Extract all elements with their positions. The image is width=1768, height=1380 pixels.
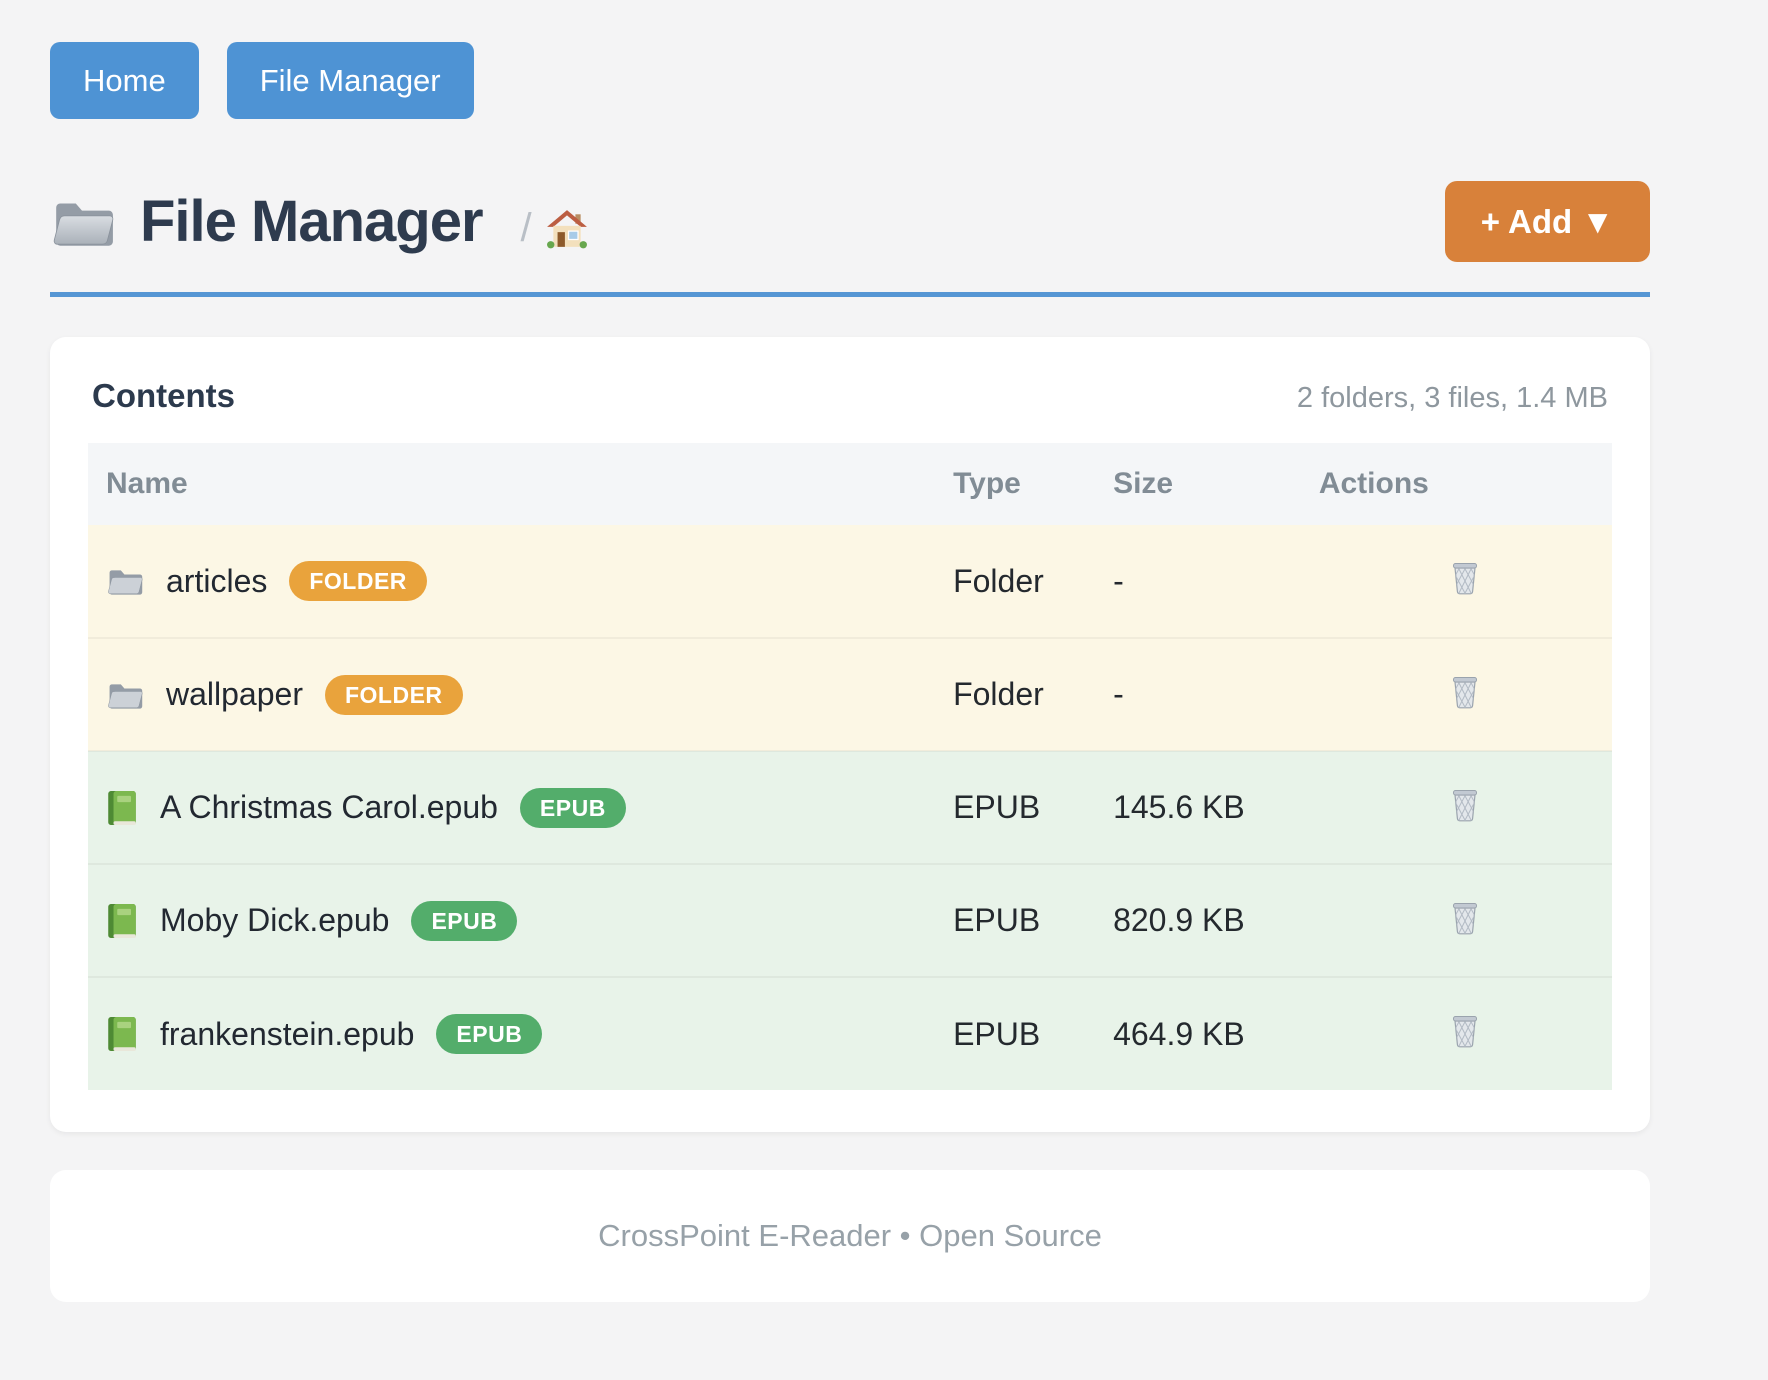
file-type: Folder (949, 637, 1110, 751)
trash-button[interactable] (1450, 899, 1480, 935)
file-name[interactable]: wallpaper (166, 676, 303, 712)
table-row[interactable]: A Christmas Carol.epub EPUB EPUB 145.6 K… (88, 750, 1612, 864)
file-size: 820.9 KB (1109, 863, 1315, 977)
home-icon[interactable] (546, 209, 588, 249)
footer: CrossPoint E-Reader • Open Source (50, 1170, 1650, 1302)
header-divider (50, 292, 1650, 297)
footer-text: CrossPoint E-Reader • Open Source (598, 1218, 1102, 1253)
column-actions: Actions (1314, 443, 1612, 525)
file-badge: FOLDER (289, 561, 427, 601)
file-name[interactable]: A Christmas Carol.epub (160, 789, 498, 825)
nav-home-button[interactable]: Home (50, 42, 199, 119)
page-title: File Manager (140, 189, 484, 254)
file-badge: EPUB (436, 1014, 543, 1054)
top-nav: Home File Manager (50, 42, 1650, 119)
table-row[interactable]: wallpaper FOLDER Folder - (88, 637, 1612, 751)
file-name[interactable]: articles (166, 562, 268, 599)
trash-button[interactable] (1450, 786, 1480, 822)
file-badge: FOLDER (324, 674, 463, 715)
file-badge: EPUB (519, 787, 626, 828)
table-header-row: Name Type Size Actions (88, 443, 1612, 525)
file-size: 464.9 KB (1109, 976, 1315, 1090)
book-icon (106, 1016, 138, 1052)
nav-file-manager-button[interactable]: File Manager (226, 42, 474, 119)
file-name[interactable]: frankenstein.epub (160, 1015, 415, 1052)
file-size: - (1109, 637, 1315, 751)
page: Home File Manager File Manage (50, 42, 1650, 1302)
file-type: EPUB (949, 976, 1110, 1090)
breadcrumb: / (521, 206, 588, 251)
file-name[interactable]: Moby Dick.epub (160, 902, 390, 938)
folder-icon (106, 678, 144, 712)
trash-button[interactable] (1450, 1012, 1480, 1048)
folder-icon (106, 564, 144, 598)
column-name: Name (88, 443, 950, 525)
file-type: Folder (953, 562, 1044, 599)
file-type: EPUB (949, 863, 1110, 977)
folder-icon (50, 194, 116, 250)
file-table: Name Type Size Actions (88, 443, 1612, 1090)
trash-button[interactable] (1450, 673, 1480, 709)
contents-summary: 2 folders, 3 files, 1.4 MB (1296, 382, 1608, 414)
file-table-body: articles FOLDER Folder - (88, 525, 1612, 1090)
contents-title: Contents (92, 377, 235, 414)
file-size: 145.6 KB (1109, 750, 1315, 864)
file-badge: EPUB (411, 900, 518, 941)
table-row[interactable]: frankenstein.epub EPUB EPUB 464.9 KB (88, 976, 1612, 1090)
page-header: File Manager / (50, 181, 1650, 262)
column-size: Size (1109, 443, 1315, 525)
column-type: Type (949, 443, 1110, 525)
file-size: - (1113, 562, 1124, 599)
trash-button[interactable] (1450, 559, 1480, 595)
book-icon (106, 903, 138, 939)
book-icon (106, 790, 138, 826)
file-type: EPUB (949, 750, 1110, 864)
table-row[interactable]: Moby Dick.epub EPUB EPUB 820.9 KB (88, 863, 1612, 977)
contents-card: Contents 2 folders, 3 files, 1.4 MB Name… (50, 337, 1650, 1132)
table-row[interactable]: articles FOLDER Folder - (88, 525, 1612, 638)
breadcrumb-separator: / (520, 206, 532, 250)
add-button[interactable]: + Add ▼ (1444, 181, 1650, 262)
